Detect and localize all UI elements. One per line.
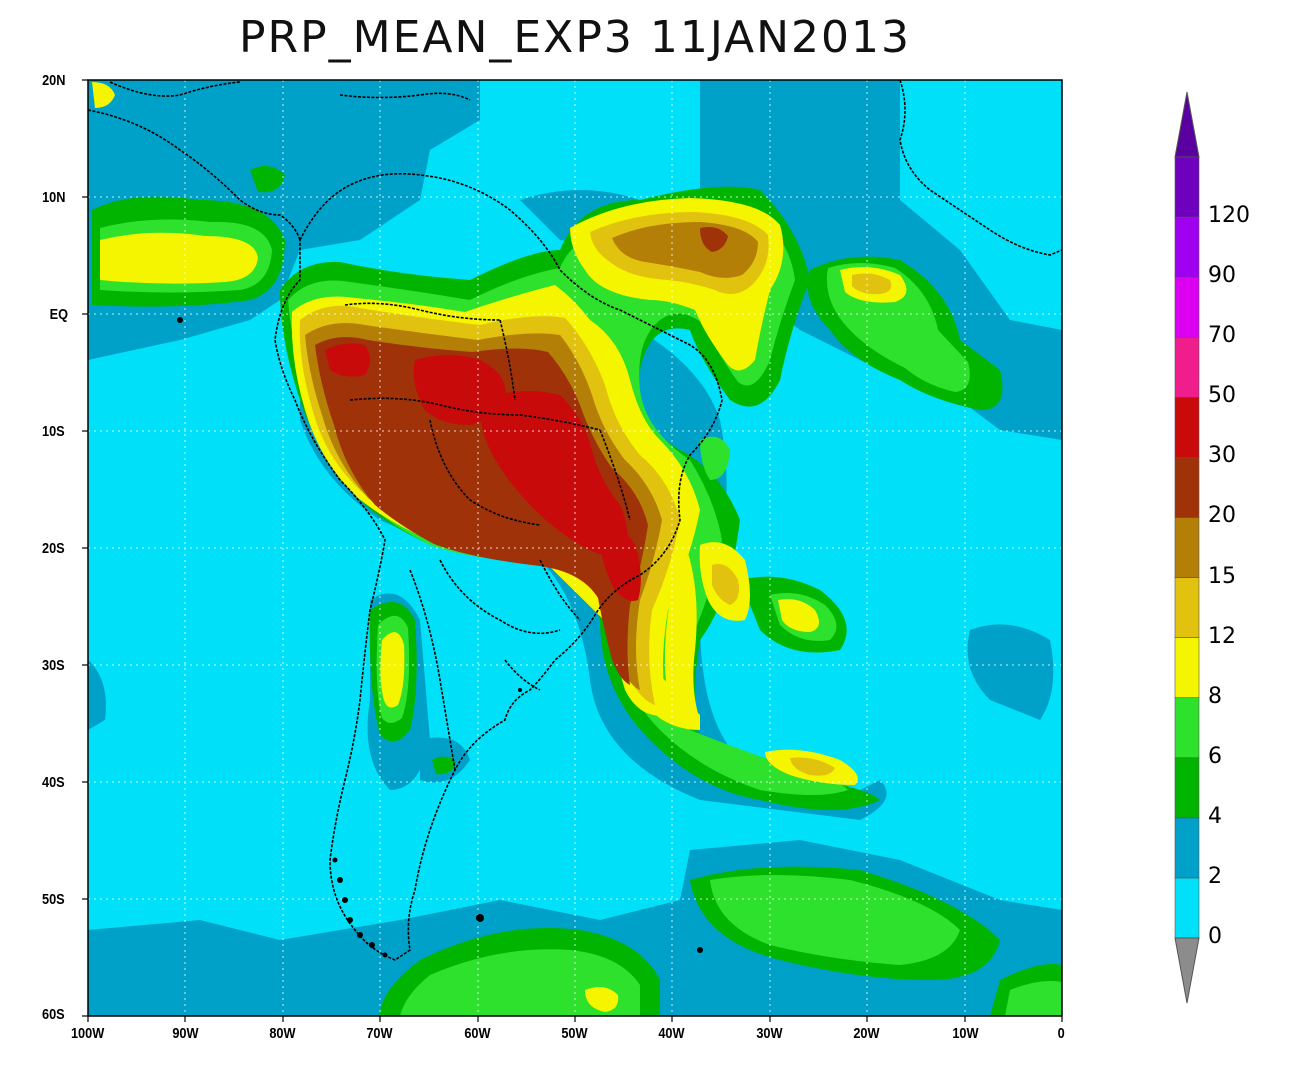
lat-label: 40S — [42, 774, 65, 791]
lon-label: 50W — [561, 1025, 588, 1042]
colorbar-segment — [1174, 336, 1200, 398]
africa-coastline — [899, 80, 1062, 256]
axis-ticks — [82, 79, 1063, 1022]
colorbar-label: 70 — [1208, 323, 1236, 349]
lat-label: 20N — [42, 72, 66, 89]
colorbar-label: 30 — [1208, 443, 1236, 469]
colorbar-segment — [1174, 457, 1200, 518]
lat-label: EQ — [49, 306, 69, 323]
lon-label: 10W — [952, 1025, 979, 1042]
lon-label: 90W — [172, 1025, 199, 1042]
band-30-50 — [325, 343, 641, 601]
colorbar-segment — [1174, 517, 1200, 578]
lon-label: 20W — [853, 1025, 880, 1042]
lon-label: 80W — [269, 1025, 296, 1042]
map-grid — [88, 80, 1062, 1016]
colorbar-segment — [1174, 817, 1200, 879]
lat-label: 30S — [42, 657, 65, 674]
lon-label: 30W — [756, 1025, 783, 1042]
lon-label: 100W — [70, 1025, 105, 1042]
colorbar-segment — [1174, 397, 1200, 458]
lat-label: 10N — [42, 189, 66, 206]
lat-label: 60S — [42, 1006, 65, 1023]
central-america-coastline — [88, 109, 301, 241]
colorbar-label: 90 — [1208, 263, 1236, 289]
colorbar-segment — [1174, 757, 1200, 819]
colorbar-label: 0 — [1208, 924, 1222, 949]
colorbar-label: 15 — [1208, 563, 1236, 589]
colorbar-label: 50 — [1208, 383, 1236, 409]
coastlines — [88, 80, 1062, 961]
lon-label: 40W — [658, 1025, 685, 1042]
colorbar-segment — [1174, 216, 1200, 278]
colorbar-label: 12 — [1208, 623, 1236, 649]
south-america-coastline — [274, 172, 723, 961]
lon-label: 60W — [464, 1025, 491, 1042]
colorbar — [1174, 91, 1200, 1004]
map-title: PRP_MEAN_EXP3 11JAN2013 — [238, 12, 912, 63]
patagonia-islands — [177, 317, 703, 958]
lon-label: 70W — [366, 1025, 393, 1042]
colorbar-segment — [1174, 276, 1200, 338]
colorbar-label: 6 — [1208, 743, 1222, 769]
lat-label: 20S — [42, 540, 65, 557]
lat-label: 50S — [42, 891, 65, 908]
colorbar-segment — [1174, 156, 1200, 218]
colorbar-segment — [1174, 637, 1200, 698]
colorbar-label: 120 — [1208, 203, 1250, 229]
colorbar-under-arrow — [1174, 937, 1200, 1004]
colorbar-over-arrow — [1174, 91, 1200, 158]
colorbar-label: 4 — [1208, 803, 1222, 829]
lon-label: 0 — [1057, 1025, 1065, 1042]
colorbar-segment — [1174, 577, 1200, 638]
lat-label: 10S — [42, 423, 65, 440]
colorbar-label: 8 — [1208, 683, 1222, 709]
colorbar-label: 2 — [1208, 863, 1222, 889]
colorbar-segment — [1174, 697, 1200, 759]
colorbar-label: 20 — [1208, 503, 1236, 529]
colorbar-segment — [1174, 877, 1200, 939]
